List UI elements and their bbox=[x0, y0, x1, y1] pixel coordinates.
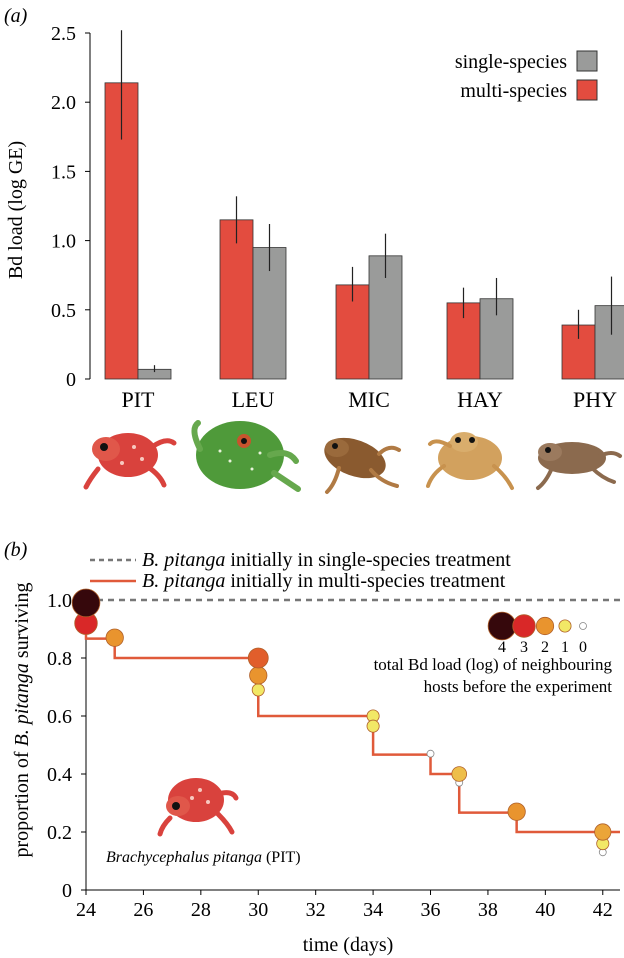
legend-multi-species-text: B. pitanga initially in multi-species tr… bbox=[142, 570, 506, 592]
b-x-tick-label-8: 40 bbox=[535, 899, 555, 921]
panel-a-bars bbox=[104, 30, 624, 380]
panel-b-y-ticks: 0 0.2 0.4 0.6 0.8 1.0 bbox=[47, 590, 86, 902]
b-x-tick-label-1: 26 bbox=[133, 899, 153, 921]
b-x-tick-label-2: 28 bbox=[191, 899, 211, 921]
b-x-tick-label-9: 42 bbox=[593, 899, 613, 921]
bd-load-legend-value-3: 3 bbox=[520, 639, 528, 656]
panel-b-series bbox=[84, 598, 620, 834]
b-x-tick-label-0: 24 bbox=[76, 899, 96, 921]
frog-leu-image bbox=[191, 420, 301, 492]
panel-b: (b) proportion of B. pitanga surviving 0… bbox=[4, 539, 620, 956]
survival-line-multi-species bbox=[84, 600, 620, 834]
event-circle-day37-7 bbox=[451, 766, 468, 782]
frog-illustrations bbox=[83, 420, 622, 494]
y-tick-label-5: 2.5 bbox=[51, 23, 76, 45]
y-tick-label-0: 0 bbox=[66, 369, 76, 391]
species-caption: Brachycephalus pitanga (PIT) bbox=[106, 849, 301, 866]
category-label-pit: PIT bbox=[122, 387, 156, 412]
legend-single-species-swatch bbox=[576, 50, 598, 72]
event-circle-day30-3 bbox=[251, 683, 265, 697]
frog-phy-image bbox=[536, 442, 622, 490]
category-label-leu: LEU bbox=[232, 387, 275, 412]
panel-b-label: (b) bbox=[4, 539, 28, 561]
event-circle-day25-9 bbox=[105, 628, 124, 647]
b-y-tick-label-5: 1.0 bbox=[47, 590, 72, 612]
category-label-phy: PHY bbox=[573, 387, 617, 412]
legend-single-species-label: single-species bbox=[455, 51, 567, 73]
bd-load-caption-line2: hosts before the experiment bbox=[424, 677, 613, 696]
category-label-hay: HAY bbox=[457, 387, 503, 412]
bar-leu-multi-species bbox=[219, 219, 254, 380]
event-circle-day42-8 bbox=[594, 823, 612, 841]
legend-multi-species-label: multi-species bbox=[460, 80, 567, 102]
bd-load-legend-circle-0 bbox=[579, 622, 587, 630]
bd-load-legend-value-2: 2 bbox=[541, 639, 549, 656]
b-y-tick-label-0: 0 bbox=[62, 880, 72, 902]
b-x-tick-label-5: 34 bbox=[363, 899, 383, 921]
b-y-tick-label-3: 0.6 bbox=[47, 706, 72, 728]
event-circle-day34-5 bbox=[366, 719, 380, 733]
bd-load-legend-circle-2 bbox=[535, 616, 555, 636]
bd-load-legend: total Bd load (log) of neighbouring host… bbox=[374, 611, 613, 696]
panel-a-x-labels: PIT LEU MIC HAY PHY bbox=[122, 387, 618, 412]
bd-load-legend-value-4: 4 bbox=[498, 639, 506, 656]
event-circle-day36-0 bbox=[426, 749, 435, 758]
bar-phy-single-species bbox=[594, 305, 624, 380]
frog-mic-image bbox=[324, 437, 401, 494]
bd-load-caption-line1: total Bd load (log) of neighbouring bbox=[374, 655, 613, 674]
b-y-tick-label-2: 0.4 bbox=[47, 764, 72, 786]
panel-b-xlabel: time (days) bbox=[303, 934, 394, 956]
panel-a-label: (a) bbox=[4, 5, 28, 27]
panel-b-event-circles bbox=[71, 588, 612, 857]
bd-load-legend-circle-1 bbox=[558, 619, 572, 633]
frog-pit-image bbox=[83, 433, 177, 490]
b-x-tick-label-6: 36 bbox=[421, 899, 441, 921]
panel-a-legend: single-species multi-species bbox=[455, 50, 598, 102]
panel-b-ylabel: proportion of B. pitanga surviving bbox=[11, 583, 33, 858]
panel-a: (a) Bd load (log GE) 0 0.5 1.0 1.5 2.0 2.5 PI… bbox=[4, 5, 624, 494]
bd-load-legend-value-0: 0 bbox=[579, 639, 587, 656]
b-x-tick-label-4: 32 bbox=[306, 899, 326, 921]
y-tick-label-3: 1.5 bbox=[51, 161, 76, 183]
frog-hay-image bbox=[426, 432, 514, 490]
category-label-mic: MIC bbox=[348, 387, 390, 412]
b-y-tick-label-4: 0.8 bbox=[47, 648, 72, 670]
panel-a-ylabel: Bd load (log GE) bbox=[5, 141, 27, 279]
panel-b-x-ticks: 24 26 28 30 32 34 36 38 40 42 bbox=[76, 890, 613, 921]
event-circle-day39-11 bbox=[507, 802, 526, 821]
panel-b-line-legend: B. pitanga initially in single-species t… bbox=[90, 549, 511, 592]
panel-a-y-ticks: 0 0.5 1.0 1.5 2.0 2.5 bbox=[51, 23, 90, 391]
event-circle-day24-14 bbox=[71, 588, 101, 618]
y-tick-label-4: 2.0 bbox=[51, 92, 76, 114]
b-y-tick-label-1: 0.2 bbox=[47, 822, 72, 844]
event-circle-day30-12 bbox=[247, 647, 269, 669]
legend-multi-species-swatch bbox=[576, 79, 598, 101]
b-x-tick-label-7: 38 bbox=[478, 899, 498, 921]
bd-load-legend-value-1: 1 bbox=[561, 639, 569, 656]
bd-load-legend-circle-4 bbox=[487, 611, 517, 641]
y-tick-label-1: 0.5 bbox=[51, 300, 76, 322]
frog-pitanga-image bbox=[157, 778, 239, 837]
legend-single-species-text: B. pitanga initially in single-species t… bbox=[142, 549, 511, 571]
event-circle-day30-10 bbox=[249, 666, 268, 685]
b-x-tick-label-3: 30 bbox=[248, 899, 268, 921]
y-tick-label-2: 1.0 bbox=[51, 231, 76, 253]
bd-load-legend-circle-3 bbox=[512, 614, 536, 638]
